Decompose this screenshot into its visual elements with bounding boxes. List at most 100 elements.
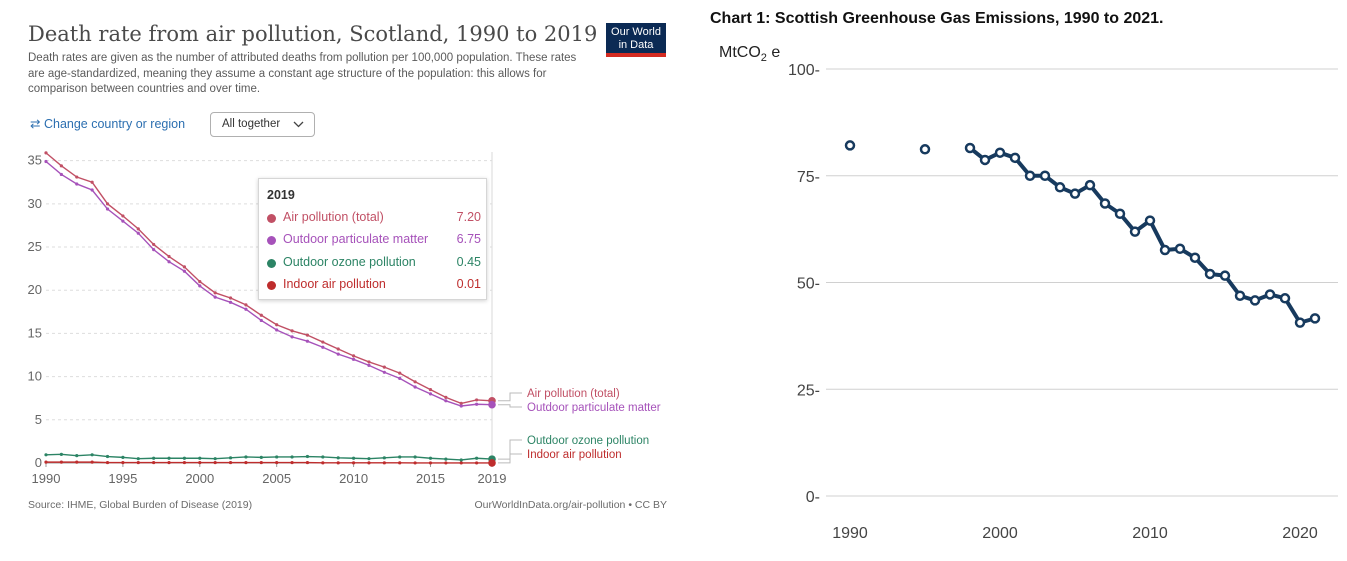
hover-tooltip: 2019 Air pollution (total) 7.20 Outdoor … xyxy=(258,178,487,300)
data-point xyxy=(290,335,294,339)
data-point xyxy=(367,457,371,461)
tooltip-row: Outdoor ozone pollution 0.45 xyxy=(267,255,481,273)
data-point xyxy=(152,460,156,465)
data-point xyxy=(367,360,371,364)
y-tick-label: 30 xyxy=(28,196,42,211)
series-end-label: Outdoor ozone pollution xyxy=(527,435,649,447)
y-tick-label: 25- xyxy=(797,382,820,399)
series-end-label: Air pollution (total) xyxy=(527,388,620,400)
data-point xyxy=(367,363,371,367)
change-country-link[interactable]: ⇄ Change country or region xyxy=(30,116,185,131)
data-point xyxy=(244,455,248,459)
data-point xyxy=(59,452,63,456)
data-point xyxy=(105,202,110,206)
tooltip-row-value: 0.45 xyxy=(456,255,481,269)
data-point xyxy=(351,456,356,460)
data-point xyxy=(44,453,48,457)
data-point xyxy=(167,260,171,264)
logo-red-bar xyxy=(606,53,666,57)
data-point xyxy=(1129,226,1141,237)
series-line xyxy=(46,461,492,464)
owid-logo[interactable]: Our World in Data xyxy=(606,23,666,57)
data-point xyxy=(259,460,263,465)
tooltip-year: 2019 xyxy=(267,188,295,202)
change-country-label: Change country or region xyxy=(43,117,186,131)
y-tick-label: 0 xyxy=(35,455,42,470)
label-connector xyxy=(498,439,522,460)
chart-title: Death rate from air pollution, Scotland,… xyxy=(28,22,598,46)
data-point xyxy=(305,460,310,465)
data-point xyxy=(1069,188,1081,199)
x-tick-label: 2005 xyxy=(262,471,291,486)
data-point xyxy=(398,376,402,380)
data-point xyxy=(488,400,496,409)
tooltip-row-value: 0.01 xyxy=(456,277,481,291)
owid-chart-panel: Death rate from air pollution, Scotland,… xyxy=(28,22,667,511)
data-point xyxy=(167,456,171,460)
data-point xyxy=(90,460,94,464)
data-point xyxy=(259,313,263,317)
x-tick-label: 1995 xyxy=(108,471,137,486)
logo-line-2: in Data xyxy=(618,39,654,51)
data-point xyxy=(367,461,371,465)
tooltip-row-value: 6.75 xyxy=(456,232,481,246)
x-tick-label: 2000 xyxy=(185,471,214,486)
data-point xyxy=(75,460,79,464)
data-point xyxy=(290,455,294,459)
data-point xyxy=(444,395,448,399)
series-end-label: Indoor air pollution xyxy=(527,449,622,461)
data-point xyxy=(167,460,171,465)
y-tick-label: 35 xyxy=(28,153,42,168)
data-point xyxy=(198,279,202,284)
source-note[interactable]: Source: IHME, Global Burden of Disease (… xyxy=(28,499,253,511)
data-point xyxy=(1234,290,1246,301)
data-point xyxy=(121,214,125,218)
data-point xyxy=(413,380,417,384)
data-point xyxy=(351,357,356,361)
data-point xyxy=(244,460,248,465)
unit-subscript: 2 xyxy=(760,52,767,65)
data-point xyxy=(382,456,386,460)
license-link[interactable]: OurWorldInData.org/air-pollution • CC BY xyxy=(474,499,667,511)
tooltip-row-label: Outdoor ozone pollution xyxy=(283,255,416,269)
data-point xyxy=(228,300,233,304)
data-point xyxy=(198,284,202,288)
emissions-line-chart: 0- 25- 50- 75- 100- 1990 2000 2010 2020 xyxy=(788,62,1338,542)
data-point xyxy=(382,365,386,369)
tooltip-row-value: 7.20 xyxy=(456,210,481,224)
data-point xyxy=(1084,179,1096,191)
label-connector xyxy=(498,404,522,408)
data-point xyxy=(275,455,279,459)
tooltip-row-label: Outdoor particulate matter xyxy=(283,232,429,246)
x-tick-label: 1990 xyxy=(832,525,868,542)
data-point xyxy=(444,461,448,465)
data-point xyxy=(1054,182,1066,193)
data-point xyxy=(244,303,248,307)
label-connector xyxy=(498,453,522,464)
data-point xyxy=(428,456,433,460)
data-point xyxy=(213,295,217,299)
logo-line-1: Our World xyxy=(611,26,661,38)
unit-tail: e xyxy=(766,44,781,61)
data-point xyxy=(90,188,94,192)
y-tick-label: 50- xyxy=(797,276,820,293)
series-dot-icon xyxy=(267,236,276,245)
data-point xyxy=(167,254,171,259)
data-point xyxy=(321,340,325,344)
data-point xyxy=(919,144,931,155)
tooltip-row-label: Indoor air pollution xyxy=(283,277,386,291)
data-point xyxy=(275,328,279,332)
data-point xyxy=(44,460,48,464)
data-point xyxy=(413,461,417,465)
data-point xyxy=(105,454,110,459)
x-tick-label: 2020 xyxy=(1282,525,1318,542)
display-mode-dropdown[interactable]: All together xyxy=(210,112,315,137)
data-point xyxy=(398,461,402,465)
data-point xyxy=(290,329,294,333)
data-point xyxy=(182,269,187,273)
data-point xyxy=(213,291,217,295)
x-tick-label: 2015 xyxy=(416,471,445,486)
data-point xyxy=(336,461,340,465)
data-point xyxy=(213,460,217,465)
y-tick-label: 75- xyxy=(797,169,820,186)
